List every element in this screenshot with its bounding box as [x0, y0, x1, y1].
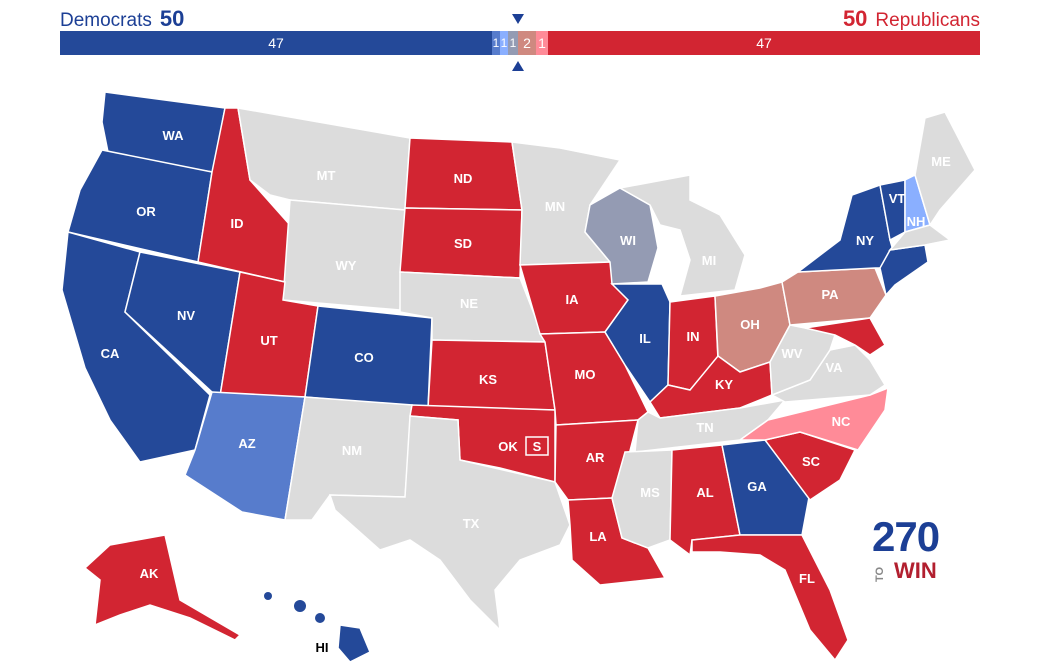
safe-democrat-segment[interactable]: 47	[60, 31, 492, 55]
label-wv: WV	[782, 346, 803, 361]
label-nc: NC	[832, 414, 851, 429]
label-ar: AR	[586, 450, 605, 465]
label-fl: FL	[799, 571, 815, 586]
majority-marker-bottom	[512, 61, 524, 71]
label-oh: OH	[740, 317, 760, 332]
label-la: LA	[589, 529, 607, 544]
label-az: AZ	[238, 436, 255, 451]
label-ks: KS	[479, 372, 497, 387]
label-sc: SC	[802, 454, 821, 469]
state-ak[interactable]	[83, 534, 242, 641]
label-or: OR	[136, 204, 156, 219]
label-tx: TX	[463, 516, 480, 531]
label-nd: ND	[454, 171, 473, 186]
label-mo: MO	[575, 367, 596, 382]
label-nv: NV	[177, 308, 195, 323]
special-election-marker-label: S	[533, 439, 542, 454]
likely-democrat-segment[interactable]: 1	[492, 31, 500, 55]
state-or[interactable]	[67, 149, 213, 263]
state-hi-island-3[interactable]	[264, 592, 272, 600]
label-in: IN	[687, 329, 700, 344]
label-ut: UT	[260, 333, 277, 348]
label-nh: NH	[907, 214, 926, 229]
state-wy[interactable]	[282, 199, 406, 311]
safe-republican-segment[interactable]: 47	[548, 31, 980, 55]
state-tx[interactable]	[328, 415, 571, 633]
democrats-total: 50	[159, 6, 185, 31]
label-nm: NM	[342, 443, 362, 458]
us-senate-map: WA OR CA NV ID MT WY UT CO AZ NM ND SD N…	[61, 91, 976, 663]
state-fl[interactable]	[691, 534, 849, 662]
state-hi-island-1[interactable]	[294, 600, 306, 612]
lean-republican-segment[interactable]: 1	[536, 31, 548, 55]
special-election-marker	[525, 436, 549, 456]
lean-democrat-segment[interactable]: 1	[500, 31, 508, 55]
state-nc[interactable]	[737, 386, 889, 451]
state-hi-island-2[interactable]	[315, 613, 325, 623]
label-pa: PA	[821, 287, 839, 302]
label-ak: AK	[140, 566, 159, 581]
label-mt: MT	[317, 168, 336, 183]
majority-marker-top	[512, 14, 524, 24]
label-mn: MN	[545, 199, 565, 214]
tilt-democrat-segment[interactable]: 1	[508, 31, 518, 55]
label-al: AL	[696, 485, 713, 500]
label-me: ME	[931, 154, 951, 169]
label-hi: HI	[316, 640, 329, 655]
label-sd: SD	[454, 236, 472, 251]
label-tn: TN	[696, 420, 713, 435]
democrats-summary: Democrats 50	[60, 6, 184, 32]
label-ms: MS	[640, 485, 660, 500]
label-va: VA	[825, 360, 843, 375]
senate-header: Democrats 50 50 Republicans	[60, 4, 980, 32]
republicans-total: 50	[842, 6, 868, 31]
logo-number: 270	[872, 513, 940, 560]
republicans-label: Republicans	[875, 10, 980, 31]
seat-balance-bar: 47 1 1 1 2 1 47	[60, 31, 980, 55]
label-ga: GA	[747, 479, 767, 494]
label-ky: KY	[715, 377, 733, 392]
label-ne: NE	[460, 296, 478, 311]
label-co: CO	[354, 350, 374, 365]
democrats-label: Democrats	[60, 10, 152, 31]
label-vt: VT	[889, 191, 906, 206]
state-mi[interactable]	[617, 174, 746, 297]
label-ok: OK	[498, 439, 518, 454]
republicans-summary: 50 Republicans	[843, 6, 980, 32]
label-mi: MI	[702, 253, 716, 268]
state-ga[interactable]	[721, 439, 811, 536]
tilt-republican-segment[interactable]: 2	[518, 31, 536, 55]
270towin-logo: 270 TO WIN	[872, 516, 952, 586]
state-md[interactable]	[804, 317, 886, 356]
label-ia: IA	[566, 292, 580, 307]
state-ma[interactable]	[888, 224, 952, 252]
state-hi[interactable]	[337, 624, 371, 663]
label-wi: WI	[620, 233, 636, 248]
logo-win: WIN	[894, 558, 937, 583]
label-ny: NY	[856, 233, 874, 248]
label-id: ID	[231, 216, 244, 231]
label-ca: CA	[101, 346, 120, 361]
label-wy: WY	[336, 258, 357, 273]
label-il: IL	[639, 331, 651, 346]
logo-to: TO	[874, 566, 886, 582]
label-wa: WA	[163, 128, 185, 143]
